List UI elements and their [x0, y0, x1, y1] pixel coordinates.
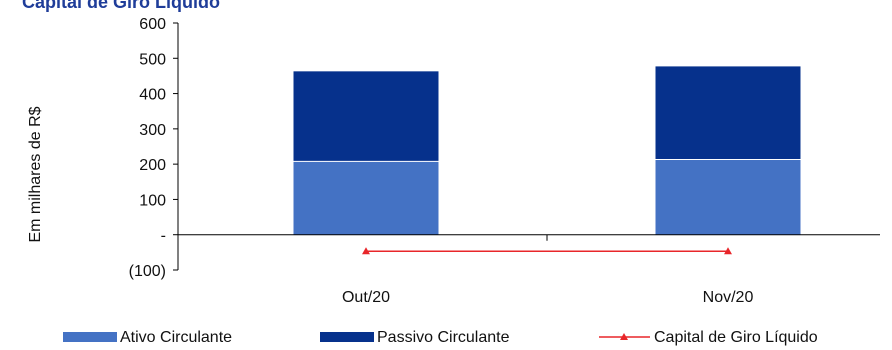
legend-label: Passivo Circulante	[377, 329, 510, 346]
y-tick-label: 400	[139, 87, 166, 104]
legend-label: Ativo Circulante	[120, 329, 232, 346]
bar-ativo-circulante	[293, 161, 439, 235]
y-axis-label: Em milhares de R$	[27, 106, 44, 242]
line-point-marker	[724, 247, 732, 255]
y-tick-label: 500	[139, 51, 166, 68]
y-tick-label: -	[161, 228, 166, 245]
bar-passivo-circulante	[655, 66, 801, 160]
bar-passivo-circulante	[293, 71, 439, 162]
legend-label: Capital de Giro Líquido	[654, 329, 818, 346]
y-tick-label: 200	[139, 157, 166, 174]
y-tick-label: 100	[139, 192, 166, 209]
bar-ativo-circulante	[655, 159, 801, 235]
x-tick-label: Nov/20	[703, 289, 754, 306]
y-tick-label: (100)	[129, 263, 166, 280]
legend-swatch	[63, 332, 117, 342]
x-tick-label: Out/20	[342, 289, 390, 306]
line-point-marker	[362, 247, 370, 255]
legend-marker	[620, 333, 628, 340]
y-tick-label: 300	[139, 122, 166, 139]
legend-swatch	[320, 332, 374, 342]
y-tick-label: 600	[139, 16, 166, 33]
chart-title: Capital de Giro Líquido	[22, 0, 220, 12]
